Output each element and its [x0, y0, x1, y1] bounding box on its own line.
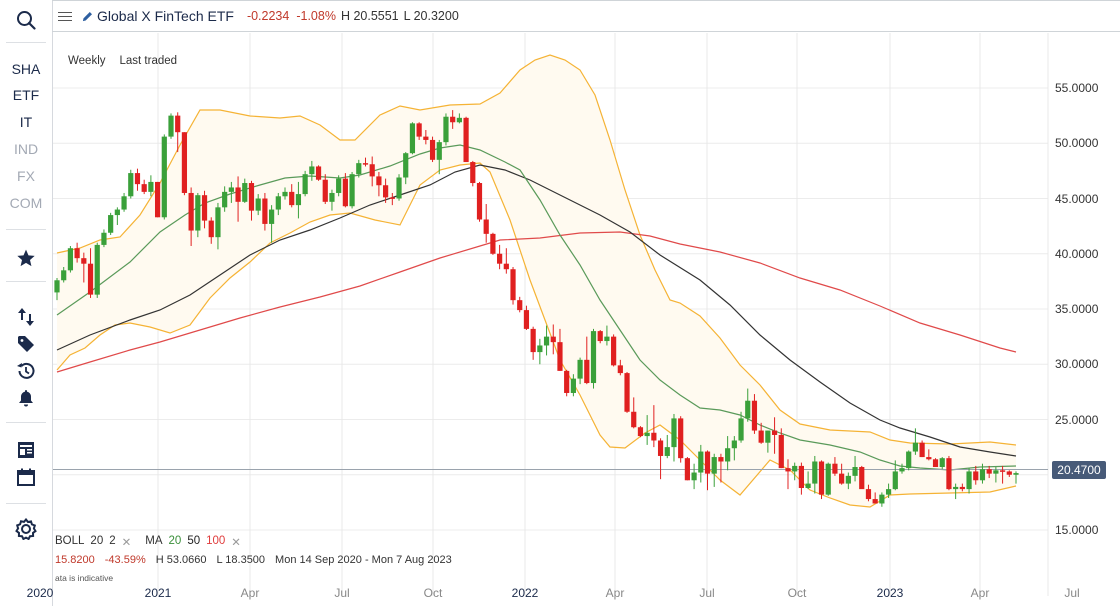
y-tick-label: 25.0000 [1055, 412, 1099, 427]
indicator-legend: BOLL 20 2 ✕ MA 20 50 100 ✕ [55, 535, 241, 549]
x-tick-label: Apr [605, 586, 625, 600]
price-change-percent: -1.08% [296, 9, 336, 23]
asset-class-etf[interactable]: ETF [12, 87, 40, 103]
disclaimer: ata is indicative [55, 573, 114, 583]
session-low: L 20.3200 [403, 9, 459, 23]
x-tick-label: Jul [699, 586, 715, 600]
ma20-period: 20 [168, 535, 182, 547]
range-high: H 53.0660 [155, 554, 207, 566]
watchlist-button[interactable] [14, 247, 38, 269]
date-range: Mon 14 Sep 2020 - Mon 7 Aug 2023 [275, 554, 452, 566]
x-tick-label: Apr [240, 586, 260, 600]
asset-class-sha[interactable]: SHA [11, 61, 41, 77]
asset-class-fx[interactable]: FX [17, 168, 35, 184]
y-tick-label: 35.0000 [1055, 302, 1099, 316]
news-icon [18, 442, 34, 458]
boll-std: 2 [109, 535, 116, 547]
sidebar: SHA ETF IT IND FX COM [0, 0, 53, 606]
range-change: 15.8200 [55, 554, 95, 566]
news-button[interactable] [14, 439, 38, 461]
history-button[interactable] [14, 360, 38, 382]
edit-pencil-icon[interactable] [82, 11, 93, 22]
price-change: -0.2234 [246, 9, 290, 23]
remove-boll-icon[interactable]: ✕ [121, 537, 132, 549]
sidebar-divider [6, 229, 46, 230]
interval-selector[interactable]: Weekly [68, 55, 106, 67]
remove-ma-icon[interactable]: ✕ [231, 537, 241, 549]
instrument-title: Global X FinTech ETF [97, 8, 234, 24]
range-low: L 18.3500 [216, 554, 266, 566]
star-icon [17, 249, 35, 267]
x-tick-label: Jul [334, 586, 350, 600]
range-change-percent: -43.59% [104, 554, 146, 566]
tags-button[interactable] [14, 333, 38, 355]
instrument-header: Global X FinTech ETF -0.2234 -1.08% H 20… [52, 0, 1120, 32]
session-high: H 20.5551 [340, 9, 399, 23]
ma50-period: 50 [187, 535, 201, 547]
x-tick-label: 2020 [26, 586, 54, 600]
ma100-period: 100 [206, 535, 226, 547]
y-tick-label: 15.0000 [1055, 523, 1099, 537]
sidebar-divider [6, 503, 46, 504]
history-icon [17, 362, 35, 379]
sidebar-divider [6, 42, 46, 43]
calendar-icon [17, 468, 35, 486]
bell-icon [19, 390, 33, 407]
boll-label: BOLL [55, 535, 85, 547]
x-tick-label: 2022 [511, 586, 539, 600]
menu-button[interactable] [58, 11, 72, 21]
asset-class-ind[interactable]: IND [13, 141, 39, 157]
calendar-button[interactable] [14, 466, 38, 488]
settings-button[interactable] [14, 518, 38, 540]
x-tick-label: Oct [787, 586, 807, 600]
y-tick-label: 55.0000 [1055, 81, 1099, 95]
range-summary: 15.8200 -43.59% H 53.0660 L 18.3500 Mon … [55, 554, 452, 566]
sidebar-divider [6, 422, 46, 423]
boll-period: 20 [90, 535, 104, 547]
sidebar-divider [6, 281, 46, 282]
asset-class-com[interactable]: COM [9, 195, 43, 211]
trade-arrows-icon [18, 308, 34, 326]
x-tick-label: 2023 [876, 586, 904, 600]
search-icon [17, 11, 36, 30]
price-type-selector[interactable]: Last traded [119, 55, 178, 67]
y-tick-label: 40.0000 [1055, 246, 1099, 261]
search-button[interactable] [0, 0, 52, 40]
asset-class-it[interactable]: IT [19, 114, 33, 130]
alerts-button[interactable] [14, 387, 38, 409]
last-price-tag: 20.4700 [1052, 461, 1106, 479]
settings-gear-icon [15, 518, 37, 540]
y-tick-label: 30.0000 [1055, 357, 1099, 372]
tag-icon [18, 336, 34, 352]
x-axis: 2020 2021 Apr Jul Oct 2022 Apr Jul Oct 2023 Apr Jul [0, 586, 1120, 602]
chart-controls: Weekly Last traded [68, 55, 177, 67]
trade-button[interactable] [14, 306, 38, 328]
y-tick-label: 45.0000 [1055, 191, 1099, 206]
ma-label: MA [145, 535, 163, 547]
menu-icon [58, 11, 72, 13]
x-tick-label: Jul [1064, 586, 1080, 600]
x-tick-label: Oct [423, 586, 443, 600]
x-tick-label: Apr [970, 586, 990, 600]
y-tick-label: 50.0000 [1055, 136, 1099, 151]
x-tick-label: 2021 [144, 586, 172, 600]
